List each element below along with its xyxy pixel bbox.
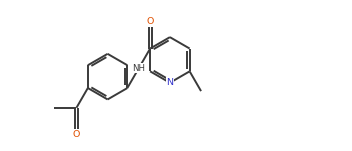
Text: O: O: [73, 130, 80, 139]
Text: NH: NH: [132, 64, 145, 73]
Text: O: O: [146, 17, 154, 26]
Text: N: N: [166, 78, 174, 87]
